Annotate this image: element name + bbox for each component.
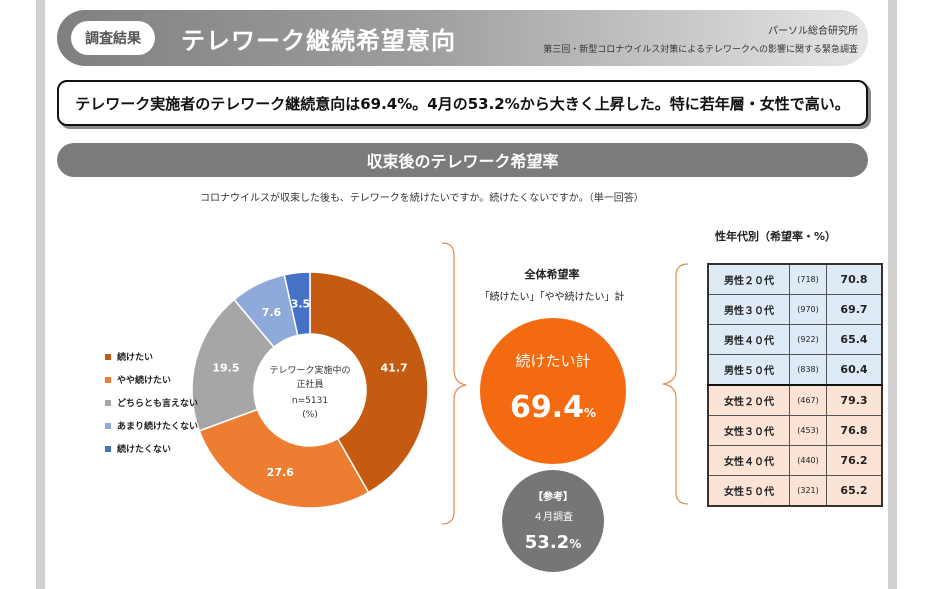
group-cell: 女性４０代: [707, 445, 790, 476]
table-row: 女性３０代 (453) 76.8: [707, 415, 883, 446]
donut-chart: 41.727.619.57.63.5 テレワーク実施中の 正社員 n=5131 …: [191, 271, 429, 509]
table-row: 男性５０代 (838) 60.4: [707, 354, 883, 386]
rate-cell: 69.7: [826, 294, 883, 325]
donut-value-label-4: 7.6: [262, 306, 282, 319]
survey-name: 第三回・新型コロナウイルス対策によるテレワークへの影響に関する緊急調査: [543, 45, 858, 55]
legend-label: やや続けたい: [117, 376, 172, 386]
legend-item: どちらとも言えない: [105, 391, 198, 414]
donut-center-line1: テレワーク実施中の: [269, 364, 350, 376]
donut-slice-1: [309, 271, 429, 494]
sample-size-cell: (838): [789, 354, 827, 386]
rate-cell: 65.2: [826, 475, 883, 507]
survey-question: コロナウイルスが収束した後も、テレワークを続けたいですか。続けたくないですか。（…: [200, 193, 644, 204]
rate-cell: 79.3: [826, 384, 883, 416]
legend-swatch: [105, 445, 111, 452]
reference-subtitle: ４月調査: [533, 512, 573, 523]
group-cell: 女性２０代: [707, 384, 790, 416]
legend-swatch: [105, 422, 111, 429]
sample-size-cell: (970): [789, 294, 827, 325]
sample-size-cell: (718): [789, 263, 827, 295]
legend-label: あまり続けたくない: [117, 422, 199, 432]
legend-item: やや続けたい: [105, 368, 198, 391]
result-tag: 調査結果: [71, 21, 155, 55]
total-rate-label: 続けたい計: [515, 352, 591, 370]
header-banner: 調査結果 テレワーク継続希望意向 パーソル総合研究所 第三回・新型コロナウイルス…: [57, 10, 868, 66]
legend-item: あまり続けたくない: [105, 414, 198, 437]
rate-cell: 76.8: [826, 415, 883, 446]
donut-center-line3: n=5131: [292, 396, 328, 406]
donut-value-label-5: 3.5: [291, 298, 311, 311]
left-bracket: [441, 242, 467, 525]
table-row: 女性５０代 (321) 65.2: [707, 475, 883, 507]
donut-slice-5: [283, 271, 311, 337]
page-title: テレワーク継続希望意向: [181, 27, 456, 55]
rate-cell: 65.4: [826, 324, 883, 355]
group-cell: 男性２０代: [707, 263, 790, 295]
table-row: 女性２０代 (467) 79.3: [707, 384, 883, 416]
total-title: 全体希望率: [524, 268, 580, 281]
chart-legend: 続けたいやや続けたいどちらとも言えない あまり続けたくない 続けたくない: [105, 345, 198, 460]
legend-swatch: [105, 399, 111, 406]
sample-size-cell: (922): [789, 324, 827, 355]
right-frame-bar: [888, 0, 897, 589]
table-row: 女性４０代 (440) 76.2: [707, 445, 883, 476]
sample-size-cell: (467): [789, 384, 827, 416]
legend-item: 続けたい: [105, 345, 198, 368]
sample-size-cell: (453): [789, 415, 827, 446]
left-frame-bar: [36, 0, 45, 589]
sample-size-cell: (321): [789, 475, 827, 507]
section-title: 収束後のテレワーク希望率: [57, 143, 868, 177]
total-subtitle: 「続けたい」「やや続けたい」計: [479, 292, 625, 303]
legend-swatch: [105, 376, 111, 383]
legend-item: 続けたくない: [105, 437, 198, 460]
donut-value-label-2: 27.6: [267, 466, 294, 479]
donut-center-line2: 正社員: [296, 378, 323, 390]
donut-center-line4: (%): [302, 410, 318, 420]
demographic-table: 男性２０代 (718) 70.8 男性３０代 (970) 69.7 男性４０代 (922) 65…: [707, 263, 883, 507]
reference-title: 【参考】: [533, 492, 573, 503]
reference-value: 53.2%: [524, 532, 582, 553]
group-cell: 女性３０代: [707, 415, 790, 446]
table-title: 性年代別（希望率・%）: [715, 230, 837, 243]
reference-circle: 【参考】 ４月調査 53.2%: [502, 470, 604, 572]
rate-cell: 76.2: [826, 445, 883, 476]
donut-value-label-1: 41.7: [381, 362, 408, 375]
donut-slice-2: [198, 408, 370, 509]
rate-cell: 60.4: [826, 354, 883, 386]
legend-label: どちらとも言えない: [117, 399, 199, 409]
group-cell: 男性５０代: [707, 354, 790, 386]
table-row: 男性３０代 (970) 69.7: [707, 294, 883, 325]
group-cell: 女性５０代: [707, 475, 790, 507]
total-rate-value: 69.4%: [509, 390, 597, 425]
legend-label: 続けたくない: [117, 445, 172, 455]
organization-name: パーソル総合研究所: [768, 26, 858, 37]
table-row: 男性２０代 (718) 70.8: [707, 263, 883, 295]
right-bracket: [662, 263, 689, 505]
summary-box: テレワーク実施者のテレワーク継続意向は69.4%。4月の53.2%から大きく上昇…: [57, 80, 868, 126]
legend-label: 続けたい: [117, 353, 154, 363]
rate-cell: 70.8: [826, 263, 883, 295]
group-cell: 男性３０代: [707, 294, 790, 325]
total-rate-circle: 続けたい計 69.4%: [480, 318, 626, 464]
legend-swatch: [105, 353, 111, 360]
table-row: 男性４０代 (922) 65.4: [707, 324, 883, 355]
sample-size-cell: (440): [789, 445, 827, 476]
group-cell: 男性４０代: [707, 324, 790, 355]
donut-value-label-3: 19.5: [212, 362, 239, 375]
